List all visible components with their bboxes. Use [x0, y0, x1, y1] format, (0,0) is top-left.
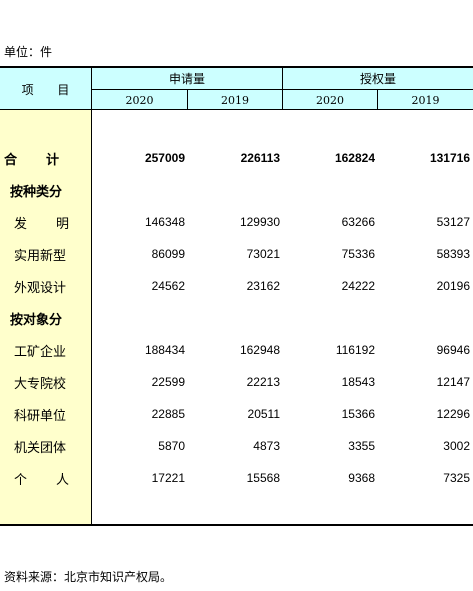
cell: 3002 — [443, 439, 470, 453]
cell: 75336 — [341, 247, 375, 261]
cell: 116192 — [335, 343, 375, 357]
cell: 22213 — [246, 375, 280, 389]
cell: 20511 — [247, 407, 280, 421]
row-label: 发 明 — [14, 216, 78, 232]
cell: 24562 — [151, 279, 185, 293]
cell: 146348 — [144, 215, 185, 229]
table-row-section: 按对象分 — [0, 302, 473, 334]
table-bottom-border — [0, 524, 473, 526]
cell: 15568 — [246, 471, 280, 485]
table-row: 实用新型 86099 73021 75336 58393 — [0, 238, 473, 270]
cell: 23162 — [246, 279, 280, 293]
row-label: 实用新型 — [14, 248, 67, 264]
table-row: 发 明 146348 129930 63266 53127 — [0, 206, 473, 238]
cell: 12296 — [436, 407, 470, 421]
cell: 131716 — [429, 151, 470, 165]
table-row: 个 人 17221 15568 9368 7325 — [0, 462, 473, 494]
table-row: 大专院校 22599 22213 18543 12147 — [0, 366, 473, 398]
row-label: 合 计 — [4, 152, 68, 168]
table-row: 外观设计 24562 23162 24222 20196 — [0, 270, 473, 302]
table-row: 机关团体 5870 4873 3355 3002 — [0, 430, 473, 462]
header-year-grant-2019: 2019 — [411, 93, 440, 107]
header-year-grant-2020: 2020 — [283, 90, 378, 110]
header-item: 项 目 — [0, 68, 92, 110]
table-header: 项 目 申请量 授权量 2020 2019 2020 2019 — [0, 66, 473, 110]
table-row: 科研单位 22885 20511 15366 12296 — [0, 398, 473, 430]
row-label: 科研单位 — [14, 408, 67, 424]
cell: 86099 — [151, 247, 185, 261]
cell: 162948 — [239, 343, 280, 357]
cell: 15366 — [341, 407, 375, 421]
source-note: 资料来源：北京市知识产权局。 — [4, 570, 173, 584]
cell: 162824 — [334, 151, 375, 165]
cell: 257009 — [144, 151, 185, 165]
row-label: 个 人 — [14, 472, 78, 488]
cell: 73021 — [246, 247, 280, 261]
cell: 53127 — [436, 215, 470, 229]
cell: 3355 — [348, 439, 375, 453]
label-column — [0, 110, 92, 524]
cell: 17221 — [151, 471, 185, 485]
row-label: 按种类分 — [10, 184, 63, 200]
table-row: 工矿企业 188434 162948 116192 96946 — [0, 334, 473, 366]
cell: 63266 — [341, 215, 375, 229]
cell: 24222 — [341, 279, 375, 293]
cell: 96946 — [436, 343, 470, 357]
table-row-total: 合 计 257009 226113 162824 131716 — [0, 142, 473, 174]
cell: 22599 — [151, 375, 185, 389]
patent-table: 项 目 申请量 授权量 2020 2019 2020 2019 合 计 2570… — [0, 66, 473, 526]
cell: 18543 — [341, 375, 375, 389]
row-label: 按对象分 — [10, 312, 63, 328]
header-applications: 申请量 — [92, 68, 283, 90]
cell: 9368 — [348, 471, 375, 485]
cell: 7325 — [443, 471, 470, 485]
cell: 20196 — [436, 279, 470, 293]
cell: 12147 — [436, 375, 470, 389]
cell: 129930 — [239, 215, 280, 229]
header-year-app-2020: 2020 — [92, 90, 188, 110]
cell: 58393 — [436, 247, 470, 261]
cell: 226113 — [240, 151, 280, 165]
row-label: 工矿企业 — [14, 344, 67, 360]
cell: 188434 — [144, 343, 185, 357]
unit-label: 单位：件 — [4, 45, 53, 59]
cell: 5870 — [158, 439, 185, 453]
header-year-app-2019: 2019 — [188, 90, 283, 110]
cell: 22885 — [151, 407, 185, 421]
row-label: 机关团体 — [14, 440, 67, 456]
row-label: 外观设计 — [14, 280, 67, 296]
header-grants: 授权量 — [283, 68, 473, 90]
table-row-section: 按种类分 — [0, 174, 473, 206]
row-label: 大专院校 — [14, 376, 67, 392]
cell: 4873 — [253, 439, 280, 453]
